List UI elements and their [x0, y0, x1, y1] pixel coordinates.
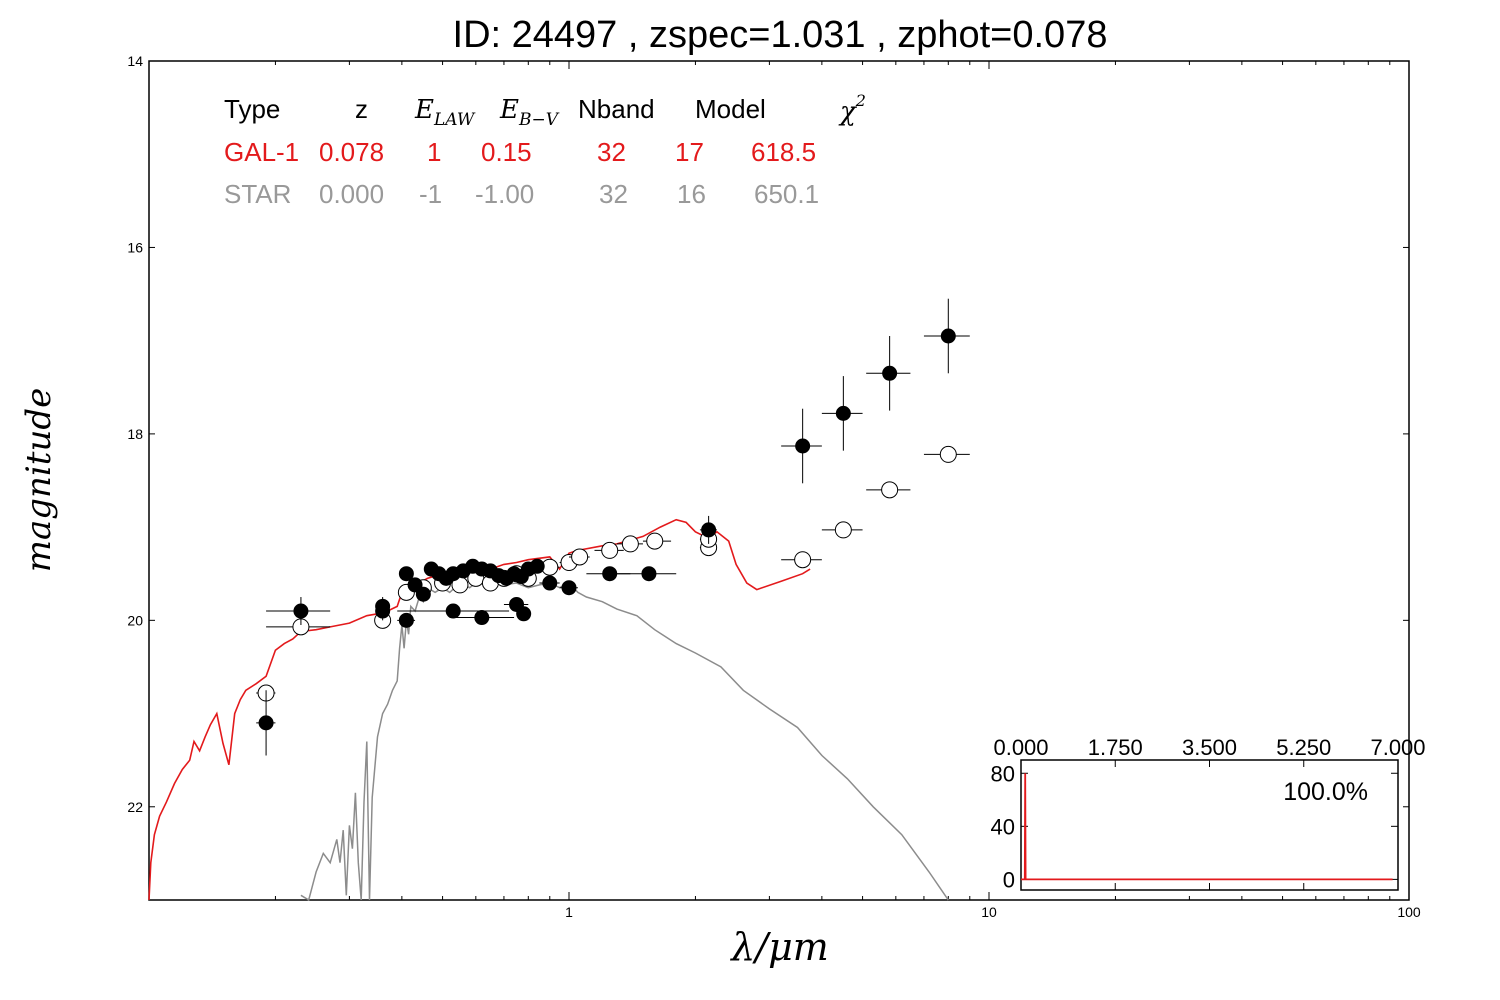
- y-axis-label: magnitude: [19, 388, 59, 573]
- row-star-model: 16: [677, 179, 706, 209]
- inset-annotation: 100.0%: [1283, 778, 1368, 806]
- observed-point: [602, 566, 618, 582]
- y-tick-label: 18: [127, 426, 143, 442]
- x-axis-label: λ/μm: [729, 925, 829, 969]
- y-tick-label: 16: [127, 239, 143, 255]
- inset-x-tick-label: 5.250: [1276, 735, 1331, 760]
- observed-point: [561, 580, 577, 596]
- observed-point: [940, 328, 956, 344]
- observed-point: [835, 405, 851, 421]
- observed-point: [474, 610, 490, 626]
- header-ebv: EB−V: [499, 95, 560, 130]
- observed-point: [882, 365, 898, 381]
- observed-points-layer: [256, 298, 970, 756]
- inset-pdf-layer: [1021, 773, 1393, 881]
- model-point: [881, 481, 899, 499]
- inset-x-tick-label: 7.000: [1370, 735, 1425, 760]
- star-template-layer: [300, 582, 949, 902]
- inset-y-tick-label: 80: [991, 761, 1015, 786]
- header-chi2: χ2: [838, 91, 866, 127]
- observed-point: [398, 566, 414, 582]
- observed-point: [795, 438, 811, 454]
- observed-point: [516, 606, 532, 622]
- row-galaxy-ebv: 0.15: [481, 137, 532, 167]
- observed-point: [293, 603, 309, 619]
- model-point: [601, 541, 619, 559]
- row-star-nband: 32: [599, 179, 628, 209]
- row-galaxy-chi2: 618.5: [751, 137, 816, 167]
- observed-point: [529, 558, 545, 574]
- page-title: ID: 24497 , zspec=1.031 , zphot=0.078: [452, 14, 1108, 56]
- header-model: Model: [695, 94, 766, 124]
- row-star-ebv: -1.00: [475, 179, 534, 209]
- model-point: [621, 535, 639, 553]
- inset-pdf-line: [1021, 773, 1393, 881]
- observed-point: [398, 612, 414, 628]
- star-template-curve: [300, 582, 949, 902]
- x-tick-label: 10: [981, 904, 997, 920]
- x-tick-label: 1: [565, 904, 573, 920]
- row-galaxy-elaw: 1: [427, 137, 441, 167]
- inset-frame: [1020, 759, 1399, 891]
- inset-x-tick-label: 3.500: [1182, 735, 1237, 760]
- observed-point: [445, 603, 461, 619]
- row-star-elaw: -1: [419, 179, 442, 209]
- observed-point: [258, 715, 274, 731]
- inset-x-tick-label: 1.750: [1088, 735, 1143, 760]
- observed-point: [701, 522, 717, 538]
- header-nband: Nband: [578, 94, 655, 124]
- row-star-type: STAR: [224, 179, 291, 209]
- y-tick-label: 14: [127, 53, 143, 69]
- redshift-pdf-inset: 0.000 1.750 3.500 5.250 7.000 0 40 80 100.0%: [991, 735, 1426, 892]
- row-galaxy-type: GAL-1: [224, 137, 299, 167]
- model-point: [646, 532, 664, 550]
- observed-point: [415, 586, 431, 602]
- observed-point: [542, 575, 558, 591]
- observed-point: [641, 566, 657, 582]
- inset-y-tick-label: 40: [991, 814, 1015, 839]
- plot-frame: [148, 60, 1410, 901]
- model-point: [834, 521, 852, 539]
- header-type: Type: [224, 94, 280, 124]
- header-z: z: [355, 94, 368, 124]
- y-tick-label: 20: [127, 612, 143, 628]
- info-table: Type z ELAW EB−V Nband Model χ2 GAL-1 0.…: [224, 91, 866, 209]
- y-tick-label: 22: [127, 799, 143, 815]
- observed-point: [407, 577, 423, 593]
- row-galaxy-nband: 32: [597, 137, 626, 167]
- inset-axis-ticks: 0.000 1.750 3.500 5.250 7.000 0 40 80: [991, 735, 1426, 892]
- model-point: [794, 551, 812, 569]
- model-point: [939, 445, 957, 463]
- row-galaxy-z: 0.078: [319, 137, 384, 167]
- row-galaxy-model: 17: [675, 137, 704, 167]
- x-tick-label: 100: [1397, 904, 1421, 920]
- inset-x-tick-label: 0.000: [993, 735, 1048, 760]
- model-point: [571, 548, 589, 566]
- row-star-z: 0.000: [319, 179, 384, 209]
- header-elaw: ELAW: [414, 95, 476, 130]
- inset-y-tick-label: 0: [1003, 867, 1015, 892]
- row-star-chi2: 650.1: [754, 179, 819, 209]
- observed-point: [375, 603, 391, 619]
